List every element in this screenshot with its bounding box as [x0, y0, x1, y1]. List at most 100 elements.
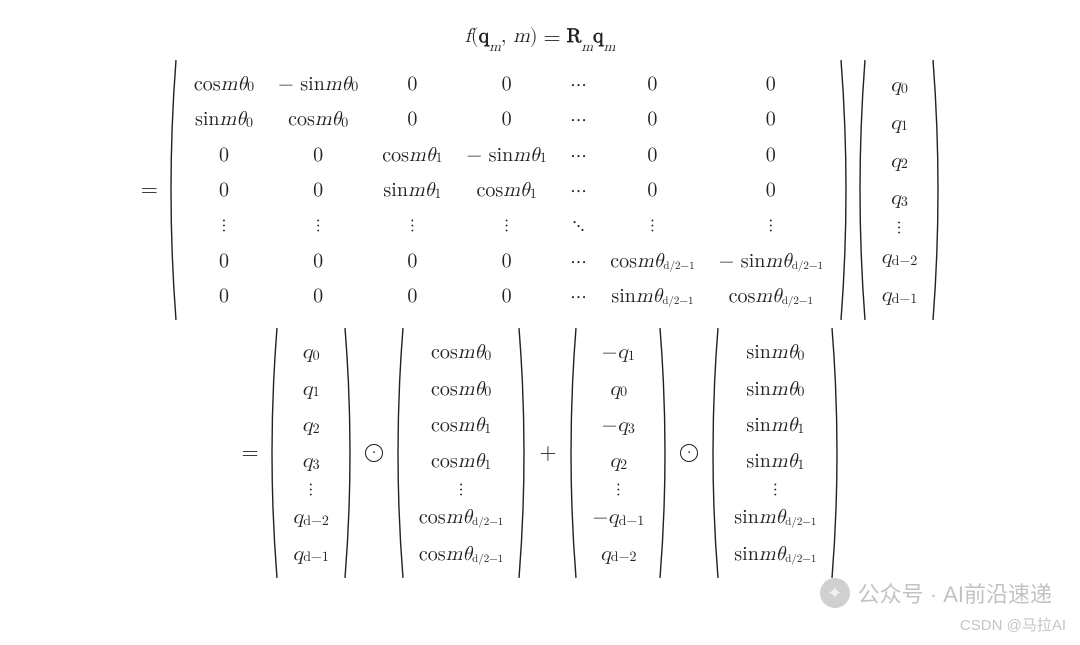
vector-entry: q2 [880, 145, 918, 177]
matrix-cell: 0 [490, 103, 524, 135]
hadamard-op-icon [680, 444, 698, 462]
matrix-cell: ⋯ [559, 174, 599, 206]
vector-entry: q0 [292, 336, 330, 368]
vector-entry: − qd−1 [582, 501, 654, 533]
matrix-cell: cos mθd/2−1 [598, 245, 706, 277]
vector-entry: q0 [600, 373, 638, 405]
vector-entry: q3 [880, 182, 918, 214]
matrix-cell: 0 [395, 280, 429, 312]
plus-op: + [531, 440, 564, 466]
vector-entry: qd−2 [283, 501, 339, 533]
matrix-cell: cos mθd/2−1 [717, 280, 825, 312]
matrix-cell: ⋮ [398, 218, 426, 233]
vector-entry: qd−2 [590, 538, 646, 570]
vector-entry: q2 [600, 445, 638, 477]
matrix-cell: 0 [635, 103, 669, 135]
left-paren-icon [708, 328, 720, 578]
vector-entry: cos mθ1 [421, 445, 501, 477]
matrix-cell: 0 [754, 139, 788, 171]
matrix-cell: ⋯ [559, 280, 599, 312]
left-paren-icon [166, 60, 178, 320]
matrix-cell: − sin mθ0 [266, 68, 370, 100]
vector-entry: q2 [292, 409, 330, 441]
equals-sign: = [538, 25, 567, 51]
matrix-cell: cos mθ0 [182, 68, 266, 100]
matrix-cell: − sin mθ1 [454, 139, 558, 171]
vector-entry: qd−2 [871, 241, 927, 273]
equals-sign: = [236, 440, 265, 466]
matrix-cell: 0 [635, 68, 669, 100]
matrix-cell: ⋮ [757, 218, 785, 233]
vector-entry: cos mθ0 [421, 336, 501, 368]
right-paren-icon [343, 328, 355, 578]
vector-entry: cos mθd/2−1 [409, 501, 513, 533]
rotation-matrix: cos mθ0− sin mθ000⋯00sin mθ0cos mθ000⋯00… [166, 60, 851, 320]
matrix-cell: ⋮ [304, 218, 332, 233]
matrix-cell: 0 [754, 103, 788, 135]
vector-entry: cos mθ0 [421, 373, 501, 405]
right-paren-icon [517, 328, 529, 578]
matrix-cell: cos mθ1 [370, 139, 454, 171]
vector-entry: sin mθ1 [736, 409, 814, 441]
column-vector: cos mθ0 cos mθ0 cos mθ1 cos mθ1 ⋮ cos mθd/2−1… [393, 328, 529, 578]
vector-entry: cos mθ1 [421, 409, 501, 441]
matrix-cell: ⋮ [638, 218, 666, 233]
matrix-cell: cos mθ0 [276, 103, 360, 135]
left-paren-icon [855, 60, 867, 320]
matrix-cell: 0 [754, 68, 788, 100]
vector-entry: qd−1 [871, 279, 927, 311]
vector-entry: ⋮ [299, 482, 323, 497]
matrix-cell: 0 [207, 139, 241, 171]
vector-entry: q1 [880, 107, 918, 139]
matrix-cell: 0 [490, 245, 524, 277]
matrix-cell: ⋯ [559, 139, 599, 171]
vector-entry: ⋮ [887, 220, 911, 235]
left-paren-icon [566, 328, 578, 578]
matrix-cell: ⋱ [560, 209, 596, 241]
vector-entry: ⋮ [449, 482, 473, 497]
matrix-cell: 0 [301, 139, 335, 171]
matrix-cell: sin mθd/2−1 [599, 280, 705, 312]
matrix-cell: 0 [301, 245, 335, 277]
left-paren-icon [393, 328, 405, 578]
vector-entry: sin mθd/2−1 [724, 501, 826, 533]
vector-entry: sin mθd/2−1 [724, 538, 826, 570]
vector-entry: q3 [292, 445, 330, 477]
csdn-watermark: CSDN @马拉AI [960, 614, 1066, 635]
column-vector: sin mθ0 sin mθ0 sin mθ1 sin mθ1 ⋮ sin mθd/2−1… [708, 328, 842, 578]
matrix-cell: 0 [635, 174, 669, 206]
matrix-cell: 0 [301, 280, 335, 312]
elementwise-form-line: = q0q1q2q3⋮qd−2qd−1cos mθ0cos mθ0cos mθ1… [236, 328, 845, 578]
matrix-cell: sin mθ0 [183, 103, 265, 135]
wechat-icon: ✦ [820, 578, 850, 608]
matrix-cell: ⋯ [559, 103, 599, 135]
rhs: Rmqm [567, 24, 616, 52]
matrix-cell: 0 [490, 68, 524, 100]
matrix-cell: ⋮ [493, 218, 521, 233]
right-paren-icon [931, 60, 943, 320]
matrix-product-line: = cos mθ0− sin mθ000⋯00sin mθ0cos mθ000⋯… [135, 60, 946, 320]
matrix-cell: 0 [635, 139, 669, 171]
matrix-cell: 0 [490, 280, 524, 312]
vector-entry: ⋮ [763, 482, 787, 497]
vector-entry: − q1 [592, 336, 645, 368]
matrix-cell: 0 [395, 245, 429, 277]
vector-entry: ⋮ [606, 482, 630, 497]
equation-figure: f(qm, m) = Rmqm = cos mθ0− sin mθ000⋯00s… [0, 20, 1080, 582]
equals-sign: = [135, 177, 164, 203]
matrix-cell: sin mθ1 [371, 174, 453, 206]
vector-entry: cos mθd/2−1 [409, 538, 513, 570]
vector-entry: q1 [292, 373, 330, 405]
matrix-cell: 0 [207, 174, 241, 206]
vector-entry: sin mθ0 [736, 336, 814, 368]
matrix-cell: 0 [754, 174, 788, 206]
right-paren-icon [839, 60, 851, 320]
lhs: f(qm, m) [465, 24, 538, 52]
matrix-cell: 0 [395, 68, 429, 100]
header-equation: f(qm, m) = Rmqm [465, 24, 616, 52]
matrix-cell: 0 [207, 280, 241, 312]
column-vector: − q1q0− q3q2⋮− qd−1qd−2 [566, 328, 670, 578]
vector-entry: sin mθ0 [736, 373, 814, 405]
matrix-cell: − sin mθd/2−1 [707, 245, 835, 277]
vector-entry: sin mθ1 [736, 445, 814, 477]
